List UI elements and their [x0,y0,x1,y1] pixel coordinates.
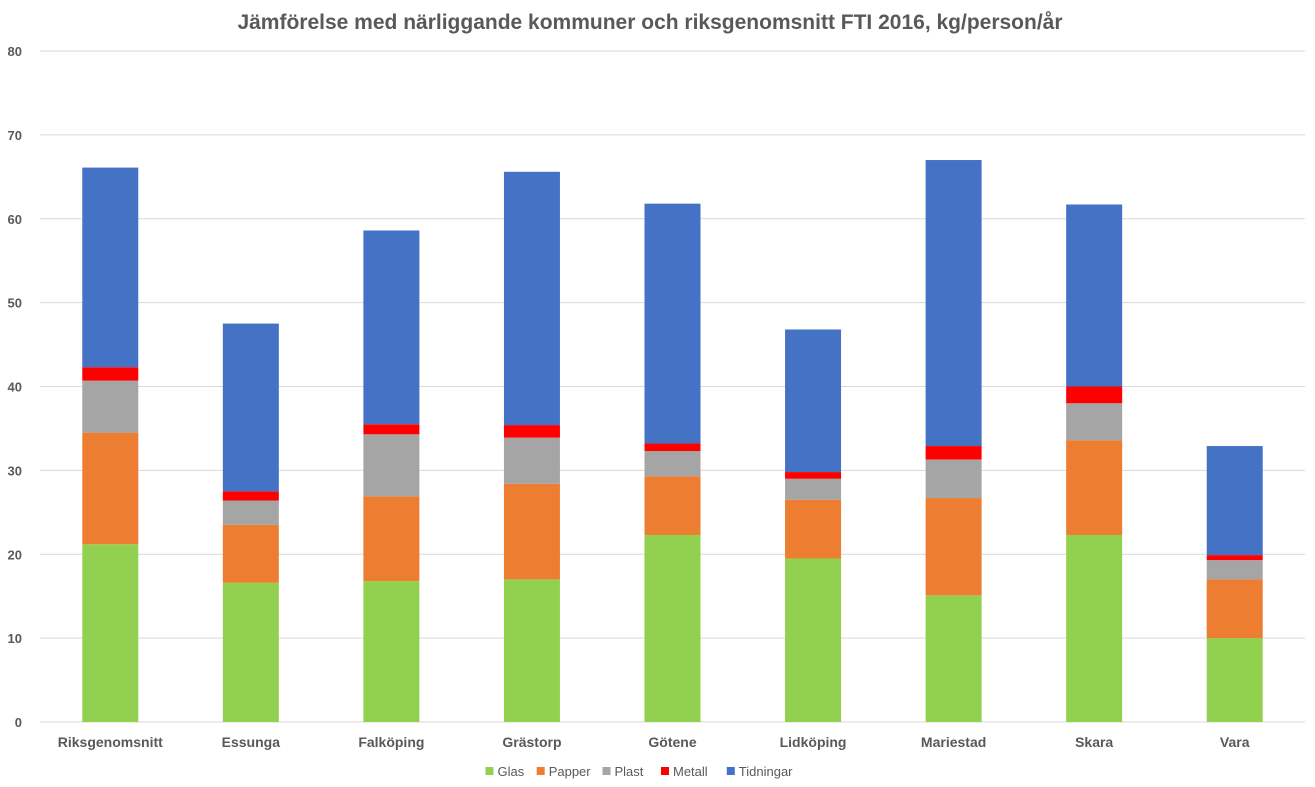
bar-segment-metall [363,424,420,435]
bar-segment-papper [1066,440,1123,535]
x-category-label: Mariestad [921,734,986,750]
bar-segment-tidningar [1066,204,1123,387]
bar-segment-papper [222,524,279,583]
y-tick-label: 80 [8,44,22,59]
bar-segment-plast [644,451,701,477]
chart-title: Jämförelse med närliggande kommuner och … [237,11,1062,34]
bar-segment-tidningar [503,171,560,426]
bar-segment-tidningar [1206,446,1263,556]
x-category-label: Riksgenomsnitt [58,734,163,750]
legend-label: Glas [498,764,525,779]
bar-segment-plast [785,478,842,500]
y-tick-label: 60 [8,212,22,227]
bar-segment-papper [1206,579,1263,639]
bar-segment-glas [363,581,420,722]
bar-segment-tidningar [644,203,701,444]
legend-swatch [602,767,611,775]
x-category-label: Lidköping [780,734,847,750]
bar-segment-papper [363,496,420,582]
bar-segment-glas [1206,638,1263,722]
x-category-label: Falköping [358,734,424,750]
x-category-label: Essunga [222,734,281,750]
bar-segment-glas [1066,534,1123,722]
legend-swatch [485,767,494,775]
bar-segment-papper [503,483,560,580]
legend-label: Tidningar [739,764,793,779]
bar-segment-papper [925,498,982,596]
bar-segment-tidningar [82,167,139,368]
bar-segment-papper [82,432,139,545]
bar-segment-metall [503,425,560,438]
bar-segment-glas [222,582,279,722]
y-tick-label: 50 [8,296,22,311]
bar-segment-metall [925,446,982,460]
x-category-label: Skara [1075,734,1113,750]
bar-segment-papper [785,499,842,559]
bar-segment-metall [785,472,842,479]
x-category-label: Götene [648,734,696,750]
bar-segment-tidningar [363,230,420,425]
bar-segment-glas [785,558,842,722]
legend-swatch [661,767,669,775]
bar-segment-tidningar [925,160,982,447]
x-category-label: Vara [1220,734,1250,750]
bar-segment-plast [503,437,560,484]
legend-label: Metall [673,764,708,779]
y-tick-label: 0 [15,715,22,730]
y-tick-label: 10 [8,631,22,646]
legend-label: Papper [549,764,592,779]
bar-segment-plast [222,500,279,525]
y-tick-label: 70 [8,128,22,143]
legend-swatch [536,767,545,775]
legend-label: Plast [615,764,644,779]
legend-swatch [726,767,735,775]
bar-segment-tidningar [222,323,279,492]
bar-segment-plast [363,434,420,497]
bar-segment-plast [925,459,982,499]
y-tick-label: 20 [8,547,22,562]
y-tick-label: 40 [8,380,22,395]
x-category-label: Grästorp [502,734,561,750]
bar-segment-plast [1066,403,1123,441]
bar-segment-plast [1206,560,1263,580]
bar-segment-metall [1066,386,1123,404]
bar-segment-metall [222,491,279,501]
bar-segment-glas [925,595,982,722]
bar-segment-metall [644,443,701,452]
bar-segment-plast [82,380,139,433]
bar-segment-papper [644,476,701,535]
y-tick-label: 30 [8,463,22,478]
bar-segment-tidningar [785,329,842,473]
bar-segment-glas [644,534,701,722]
bar-segment-glas [82,544,139,722]
bar-segment-metall [82,367,139,381]
bar-segment-glas [503,579,560,722]
bar-segment-metall [1206,555,1263,561]
